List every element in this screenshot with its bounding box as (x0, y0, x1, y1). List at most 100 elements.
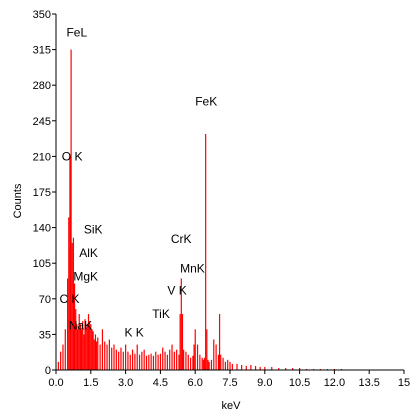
spectrum-bar (79, 324, 81, 370)
spectrum-bar (94, 334, 97, 370)
peak-label: MgK (73, 269, 98, 283)
spectrum-bar (312, 368, 315, 370)
spectrum-bar (99, 344, 101, 370)
x-axis-title: keV (222, 400, 242, 412)
spectrum-bar (245, 365, 247, 370)
x-tick-label: 10.5 (289, 377, 310, 389)
spectrum-bar (157, 354, 159, 370)
spectrum-bar (80, 329, 83, 370)
spectrum-bar (166, 354, 168, 370)
x-tick-label: 3.0 (118, 377, 133, 389)
spectrum-bar (192, 355, 194, 370)
spectrum-bar (215, 344, 217, 370)
spectrum-bars (57, 49, 342, 370)
spectrum-bar (83, 334, 85, 370)
spectrum-bar (259, 366, 261, 370)
x-tick-label: 13.5 (358, 377, 379, 389)
y-tick-label: 0 (45, 365, 51, 377)
x-tick-label: 15 (398, 377, 410, 389)
spectrum-bar (70, 49, 72, 370)
spectrum-bar (181, 314, 184, 370)
x-tick-label: 9.0 (257, 377, 272, 389)
spectrum-bar (122, 351, 124, 370)
spectrum-bar (152, 355, 155, 370)
spectrum-bar (141, 351, 143, 370)
spectrum-bar (159, 353, 162, 370)
spectrum-bar (69, 156, 71, 370)
spectrum-bar (75, 308, 77, 370)
spectrum-bar (134, 353, 136, 370)
peak-label: MnK (180, 261, 205, 275)
x-axis-ticks: 0.0 1.5 3.0 4.5 6.0 7.5 9.0 10.5 12.0 13.5 15 (48, 370, 410, 389)
spectrum-bar (319, 368, 322, 370)
spectrum-bar (90, 324, 92, 370)
spectrum-bar (241, 364, 243, 370)
spectrum-bar (231, 363, 233, 370)
spectrum-bar (108, 339, 110, 370)
peak-label: AlK (79, 246, 98, 260)
spectrum-bar (285, 367, 287, 370)
spectrum-bar (201, 357, 203, 370)
spectrum-bar (180, 278, 182, 370)
spectrum-bar (164, 351, 166, 370)
peak-label: C K (59, 292, 79, 306)
spectrum-bar (185, 351, 187, 370)
spectrum-bar (250, 364, 252, 370)
peak-label: O K (62, 149, 83, 163)
spectrum-bar (299, 367, 301, 370)
spectrum-bar (120, 347, 122, 370)
spectrum-bar (179, 314, 181, 370)
spectrum-bar (222, 357, 224, 370)
spectrum-bar (194, 329, 196, 370)
y-tick-label: 315 (33, 45, 51, 57)
spectrum-bar (64, 329, 66, 370)
peak-label: FeK (195, 95, 217, 109)
spectrum-bar (118, 351, 120, 370)
spectrum-bar (326, 368, 329, 370)
spectrum-bar (143, 349, 145, 370)
peak-label: NaK (69, 318, 92, 332)
spectrum-bar (125, 344, 127, 370)
spectrum-bar (97, 337, 99, 370)
y-axis-title: Counts (12, 183, 24, 218)
spectrum-bar (150, 353, 152, 370)
y-tick-label: 105 (33, 258, 51, 270)
y-tick-label: 350 (33, 9, 51, 21)
spectrum-bar (72, 237, 75, 370)
spectrum-bar (68, 217, 70, 370)
peak-label: FeL (66, 25, 87, 39)
spectrum-bar (129, 354, 131, 370)
spectrum-bar (196, 344, 199, 370)
spectrum-bar (305, 368, 308, 370)
spectrum-bar (71, 242, 73, 370)
x-tick-label: 0.0 (48, 377, 63, 389)
spectrum-bar (115, 349, 117, 370)
spectrum-bar (131, 349, 134, 370)
spectrum-bar (89, 321, 91, 370)
x-tick-label: 7.5 (222, 377, 237, 389)
peak-label: TiK (152, 307, 170, 321)
spectrum-bar (111, 347, 113, 370)
spectrum-bar (162, 347, 164, 370)
spectrum-bar (199, 354, 201, 370)
spectrum-bar (187, 354, 189, 370)
spectrum-bar (224, 361, 226, 370)
y-axis-ticks: 0 35 70 105 140 175 210 245 280 315 350 (33, 9, 56, 377)
spectrum-bar (101, 329, 104, 370)
spectrum-bar (76, 324, 78, 370)
y-tick-label: 210 (33, 151, 51, 163)
spectrum-bar (169, 349, 171, 370)
spectrum-bar (340, 368, 342, 370)
spectrum-bar (218, 314, 221, 370)
spectrum-bar (148, 354, 150, 370)
spectrum-bar (203, 357, 206, 370)
spectrum-bar (104, 341, 106, 370)
spectrum-bar (183, 349, 185, 370)
x-tick-label: 6.0 (188, 377, 203, 389)
peak-label: SiK (84, 223, 103, 237)
spectrum-bar (106, 344, 108, 370)
spectrum-bar (207, 359, 209, 370)
spectrum-bar (217, 354, 220, 370)
spectrum-bar (85, 327, 87, 370)
